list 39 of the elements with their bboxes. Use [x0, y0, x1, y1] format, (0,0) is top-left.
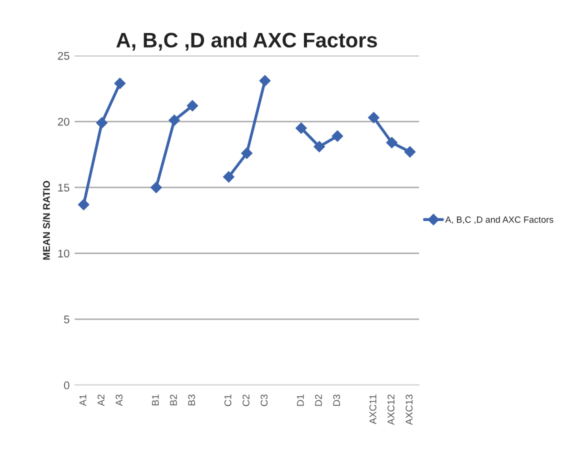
x-tick-label: AXC13	[406, 394, 413, 425]
y-tick-label: 10	[58, 250, 70, 258]
chart-title: A, B,C ,D and AXC Factors	[116, 32, 377, 51]
x-tick-label: D1	[297, 394, 304, 406]
point	[259, 75, 271, 86]
x-tick-label: A1	[80, 394, 86, 406]
x-tick-label: D2	[315, 394, 322, 406]
y-tick-label: 25	[58, 52, 70, 60]
x-tick-label: C2	[242, 394, 250, 406]
y-tick-label: 20	[58, 118, 70, 126]
point	[241, 148, 252, 159]
point	[296, 122, 307, 134]
point	[386, 137, 398, 148]
point	[168, 114, 180, 126]
point	[150, 182, 162, 194]
x-tick-label: B1	[152, 394, 159, 406]
x-tick-label: A2	[98, 394, 104, 406]
y-axis-title: MEAN S/N RATIO	[42, 180, 50, 260]
point	[223, 171, 234, 183]
x-tick-label: B3	[188, 394, 196, 406]
point	[332, 130, 344, 142]
x-tick-label: B2	[170, 394, 177, 406]
y-tick-label: 0	[64, 381, 70, 390]
point	[368, 112, 380, 124]
point	[404, 146, 416, 158]
x-tick-label: C1	[224, 394, 232, 406]
x-tick-label: D3	[333, 394, 340, 406]
y-tick-label: 5	[64, 316, 70, 324]
x-tick-label: C3	[260, 394, 268, 406]
point	[114, 78, 126, 89]
x-tick-label: AXC12	[388, 394, 394, 425]
legend-label: A, B,C ,D and AXC Factors	[445, 216, 554, 224]
point	[186, 100, 198, 112]
point	[314, 141, 325, 152]
y-tick-label: 15	[58, 184, 70, 192]
point	[96, 117, 108, 128]
x-tick-label: AXC11	[369, 394, 376, 424]
point	[78, 198, 90, 210]
x-tick-label: A3	[116, 394, 123, 406]
